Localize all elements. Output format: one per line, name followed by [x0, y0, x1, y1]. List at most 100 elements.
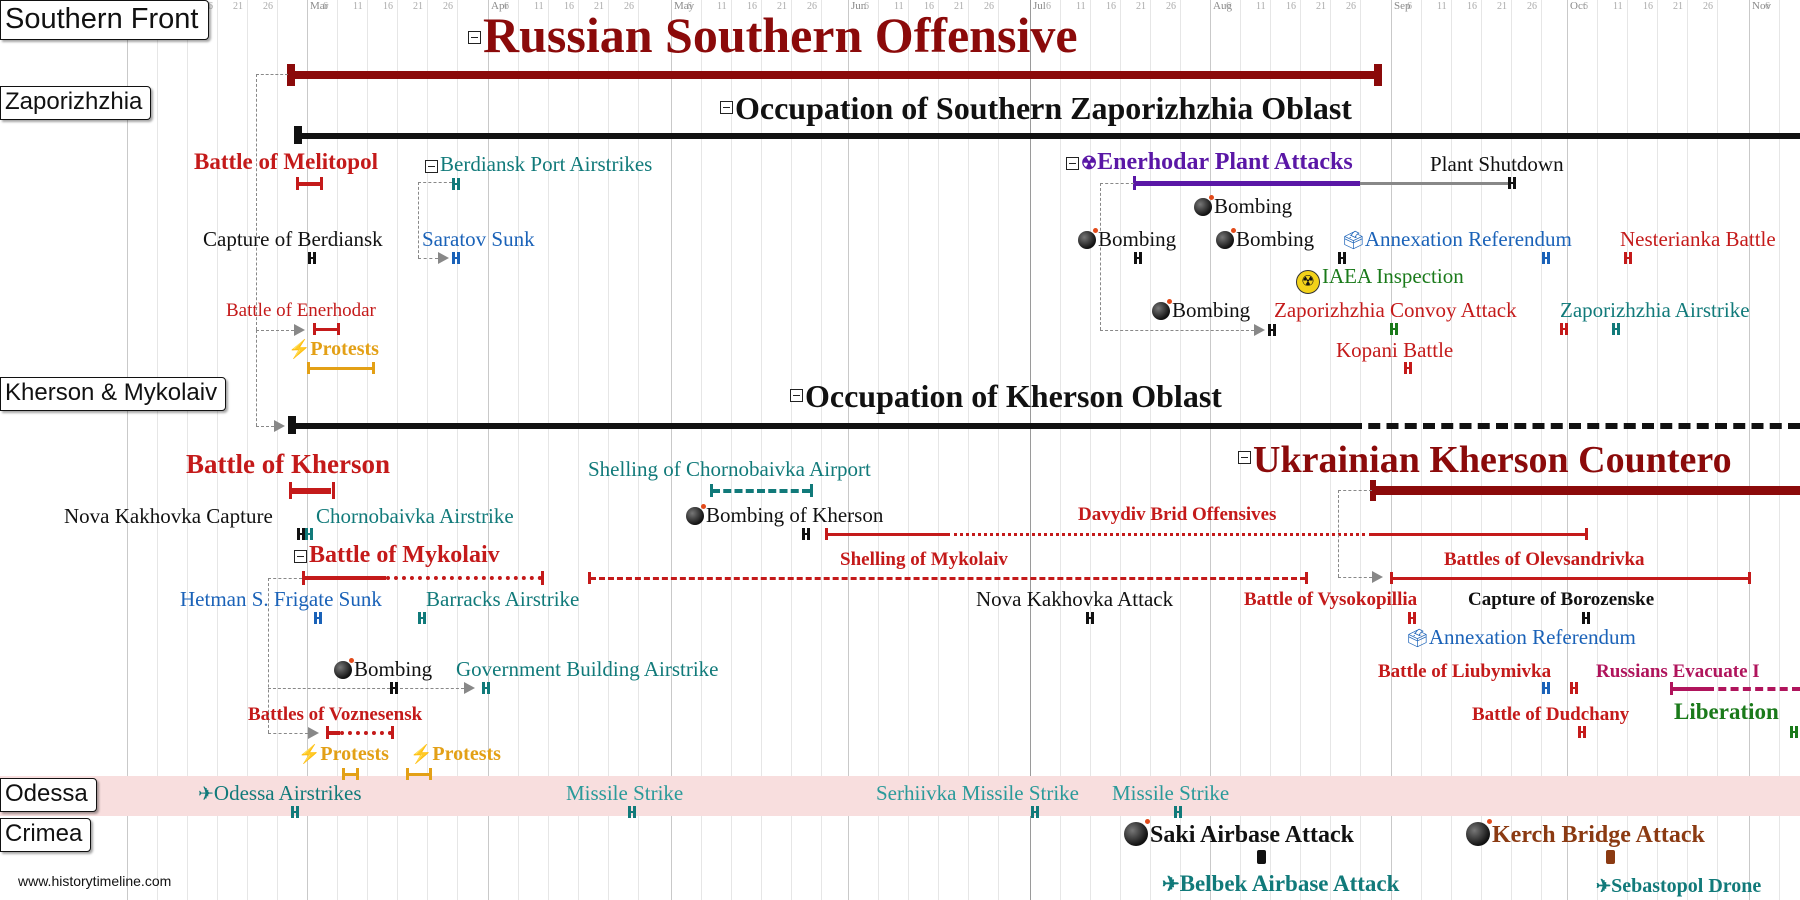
kerch-bridge-attack-label[interactable]: Kerch Bridge Attack	[1466, 819, 1705, 847]
region-odessa[interactable]: Odessa	[0, 778, 97, 812]
region-crimea[interactable]: Crimea	[0, 818, 92, 852]
sebastopol-drone-label[interactable]: ✈Sebastopol Drone	[1596, 875, 1762, 897]
battle-melitopol-label[interactable]: Battle of Melitopol	[194, 149, 378, 174]
protests-3-bar[interactable]	[408, 773, 430, 776]
missile-strike-1-marker[interactable]	[628, 806, 636, 818]
kopani-battle-marker[interactable]	[1404, 362, 1412, 374]
bombing-kherson-marker[interactable]	[802, 528, 810, 540]
chornobaivka-airstrike-label[interactable]: Chornobaivka Airstrike	[316, 504, 514, 528]
liberation-marker[interactable]	[1790, 726, 1798, 738]
bombing-5-label[interactable]: Bombing	[334, 658, 432, 680]
collapse-icon[interactable]	[790, 389, 803, 402]
saratov-sunk-label[interactable]: Saratov Sunk	[422, 227, 535, 251]
saki-airbase-attack-label[interactable]: Saki Airbase Attack	[1124, 819, 1354, 847]
battles-voznesensk-bar[interactable]	[328, 731, 340, 735]
battles-voznesensk-label[interactable]: Battles of Voznesensk	[248, 704, 423, 725]
enerhodar-plant-attacks-label[interactable]: ☢Enerhodar Plant Attacks	[1066, 150, 1353, 174]
berdiansk-port-airstrikes-label[interactable]: Berdiansk Port Airstrikes	[425, 154, 652, 175]
nova-kakhovka-capture-label[interactable]: Nova Kakhovka Capture	[64, 504, 273, 528]
shelling-chornobaivka-bar[interactable]	[712, 489, 810, 493]
berdiansk-port-airstrikes-marker[interactable]	[452, 178, 460, 190]
shelling-mykolaiv-label[interactable]: Shelling of Mykolaiv	[840, 549, 1008, 570]
bombing-2-label[interactable]: Bombing	[1078, 228, 1176, 250]
collapse-icon[interactable]	[1238, 451, 1251, 464]
shelling-chornobaivka-label[interactable]: Shelling of Chornobaivka Airport	[588, 457, 871, 481]
zaporizhzhia-airstrike-marker[interactable]	[1612, 323, 1620, 335]
protests-1-label[interactable]: ⚡Protests	[288, 338, 379, 360]
battle-liubymivka-label[interactable]: Battle of Liubymivka	[1378, 661, 1552, 682]
serhiivka-missile-strike-marker[interactable]	[1031, 806, 1039, 818]
bombing-kherson-label[interactable]: Bombing of Kherson	[686, 504, 883, 526]
annexation-referendum-z-marker[interactable]	[1542, 252, 1550, 264]
protests-2-bar[interactable]	[344, 773, 356, 776]
battle-liubymivka-marker[interactable]	[1542, 682, 1550, 694]
occupation-kherson-bar[interactable]	[290, 423, 1350, 429]
serhiivka-missile-strike-label[interactable]: Serhiivka Missile Strike	[876, 781, 1079, 805]
zaporizhzhia-convoy-attack-marker[interactable]	[1390, 323, 1398, 335]
missile-strike-2-label[interactable]: Missile Strike	[1112, 781, 1230, 805]
protests-1-bar[interactable]	[308, 367, 374, 370]
ukrainian-kherson-counteroffensive-label[interactable]: Ukrainian Kherson Countero	[1238, 441, 1732, 479]
battle-mykolaiv-bar[interactable]	[304, 576, 386, 580]
missile-strike-1-label[interactable]: Missile Strike	[566, 781, 684, 805]
russians-evacuate-bar[interactable]	[1672, 687, 1706, 691]
battles-olevsandrivka-bar[interactable]	[1392, 577, 1750, 580]
davydiv-brid-offensives-label[interactable]: Davydiv Brid Offensives	[1078, 504, 1277, 525]
collapse-icon[interactable]	[294, 549, 307, 563]
collapse-icon[interactable]	[1066, 156, 1079, 170]
collapse-icon[interactable]	[720, 101, 733, 114]
bombing-4-marker[interactable]	[1268, 324, 1276, 336]
battle-mykolaiv-label[interactable]: Battle of Mykolaiv	[294, 543, 500, 567]
saratov-sunk-marker[interactable]	[452, 252, 460, 264]
russian-southern-offensive-label[interactable]: Russian Southern Offensive	[468, 10, 1078, 60]
nesterianka-battle-label[interactable]: Nesterianka Battle	[1620, 227, 1776, 251]
barracks-airstrike-marker[interactable]	[418, 612, 426, 624]
nesterianka-battle-marker[interactable]	[1624, 252, 1632, 264]
shelling-mykolaiv-bar[interactable]	[590, 577, 1306, 580]
nova-kakhovka-attack-label[interactable]: Nova Kakhovka Attack	[976, 587, 1174, 611]
chornobaivka-airstrike-marker[interactable]	[305, 528, 313, 540]
saki-airbase-attack-marker[interactable]	[1257, 850, 1266, 864]
russians-evacuate-label[interactable]: Russians Evacuate I	[1596, 661, 1760, 682]
kopani-battle-marker-top[interactable]	[1560, 323, 1568, 335]
bombing-2-marker[interactable]	[1134, 252, 1142, 264]
battle-liubymivka-marker-2[interactable]	[1570, 682, 1578, 694]
plant-shutdown-label[interactable]: Plant Shutdown	[1430, 152, 1564, 176]
region-southern-front[interactable]: Southern Front	[0, 0, 210, 40]
odessa-airstrikes-marker[interactable]	[291, 806, 299, 818]
kopani-battle-label[interactable]: Kopani Battle	[1336, 338, 1454, 362]
battle-melitopol-bar[interactable]	[298, 182, 322, 186]
bombing-3-marker[interactable]	[1338, 252, 1346, 264]
battle-dudchany-label[interactable]: Battle of Dudchany	[1472, 704, 1630, 725]
kerch-bridge-attack-marker[interactable]	[1606, 850, 1615, 864]
nova-kakhovka-attack-marker[interactable]	[1086, 612, 1094, 624]
nova-kakhovka-capture-marker[interactable]	[297, 528, 305, 540]
battle-enerhodar-bar[interactable]	[314, 328, 338, 331]
enerhodar-plant-attacks-bar[interactable]	[1134, 181, 1360, 186]
battle-vysokopillia-label[interactable]: Battle of Vysokopillia	[1244, 589, 1418, 610]
ukrainian-kherson-counteroffensive-bar[interactable]	[1372, 486, 1800, 495]
russian-southern-offensive-bar[interactable]	[288, 71, 1381, 79]
battle-enerhodar-label[interactable]: Battle of Enerhodar	[226, 300, 376, 321]
collapse-icon[interactable]	[425, 159, 438, 173]
belbek-airbase-attack-label[interactable]: ✈Belbek Airbase Attack	[1162, 871, 1400, 896]
bombing-5-marker[interactable]	[390, 682, 398, 694]
barracks-airstrike-label[interactable]: Barracks Airstrike	[426, 587, 580, 611]
government-building-airstrike-label[interactable]: Government Building Airstrike	[456, 657, 719, 681]
zaporizhzhia-airstrike-label[interactable]: Zaporizhzhia Airstrike	[1560, 298, 1750, 322]
zaporizhzhia-convoy-attack-label[interactable]: Zaporizhzhia Convoy Attack	[1274, 298, 1517, 322]
occupation-zaporizhzhia-bar[interactable]	[296, 133, 1800, 139]
watermark[interactable]: www.historytimeline.com	[18, 873, 172, 889]
protests-3-label[interactable]: ⚡Protests	[410, 743, 501, 765]
bombing-1-label[interactable]: Bombing	[1194, 195, 1292, 217]
hetman-frigate-sunk-marker[interactable]	[314, 612, 322, 624]
capture-borozenske-marker[interactable]	[1582, 612, 1590, 624]
iaea-inspection-label[interactable]: ☢ IAEA Inspection	[1296, 266, 1464, 294]
capture-berdiansk-marker[interactable]	[308, 252, 316, 264]
battle-dudchany-marker[interactable]	[1578, 726, 1586, 738]
occupation-kherson-label[interactable]: Occupation of Kherson Oblast	[790, 380, 1222, 412]
capture-berdiansk-label[interactable]: Capture of Berdiansk	[203, 227, 383, 251]
bombing-4-label[interactable]: Bombing	[1152, 299, 1250, 321]
battle-kherson-bar[interactable]	[291, 488, 331, 494]
